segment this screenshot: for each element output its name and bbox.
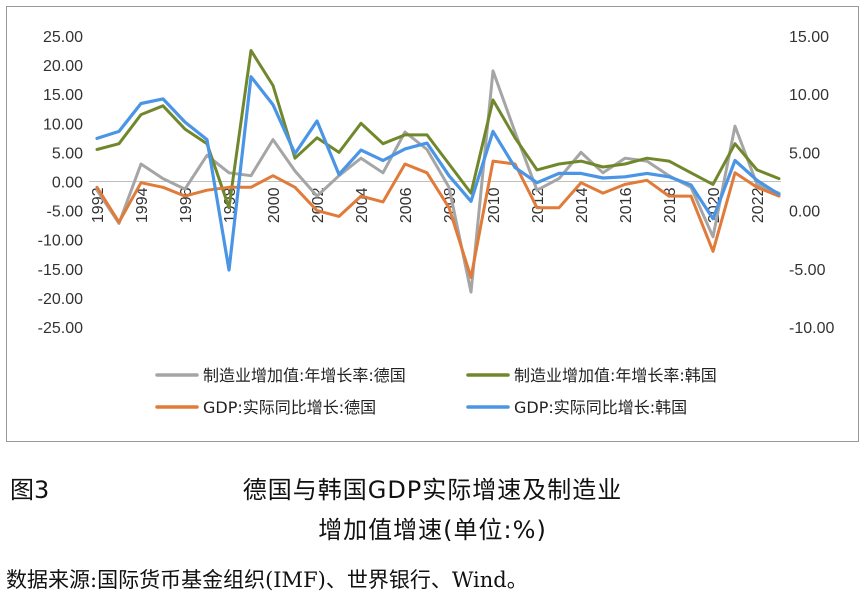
figure-title-line2: 增加值增速(单位:%) [318,516,547,544]
y-right-tick-label: 0.00 [789,204,820,221]
x-tick-label: 1994 [134,187,151,223]
chart-frame: 25.00 20.00 15.00 10.00 5.00 0.00 -5.00 -10.00 -… [6,6,859,442]
y-right-tick-label: 15.00 [789,29,829,46]
y-left-tick-label: -10.00 [38,233,83,250]
series-line-3 [95,159,781,279]
legend-label-4: GDP:实际同比增长:韩国 [514,398,687,417]
y-right-tick-label: -5.00 [789,262,826,279]
x-tick-label: 2000 [266,187,283,223]
source-note: 数据来源:国际货币基金组织(IMF)、世界银行、Wind。 [6,568,528,592]
y-left-tick-label: -15.00 [38,262,83,279]
series-line-4 [95,75,781,272]
legend-label-1: 制造业增加值:年增长率:德国 [203,366,406,385]
axes-group: 25.00 20.00 15.00 10.00 5.00 0.00 -5.00 -10.00 -… [38,29,835,337]
y-right-tick-label: -10.00 [789,320,834,337]
y-left-tick-label: 0.00 [52,175,83,192]
legend-label-2: 制造业增加值:年增长率:韩国 [514,366,717,385]
figure-label: 图3 [10,476,50,504]
line-chart: 25.00 20.00 15.00 10.00 5.00 0.00 -5.00 -10.00 -… [38,29,835,417]
x-tick-label: 2022 [750,187,767,223]
figure-title-line1: 德国与韩国GDP实际增速及制造业 [242,476,623,504]
x-tick-label: 2004 [354,187,371,223]
series-lines-group [95,49,781,294]
y-left-tick-label: 10.00 [43,116,83,133]
y-right-tick-label: 10.00 [789,87,829,104]
x-tick-label: 2012 [530,187,547,223]
x-tick-label: 2002 [310,187,327,223]
y-left-tick-label: -5.00 [47,204,84,221]
y-left-tick-label: 5.00 [52,145,83,162]
y-left-tick-label: -20.00 [38,291,83,308]
legend-label-3: GDP:实际同比增长:德国 [203,398,376,417]
x-tick-label: 2014 [574,187,591,223]
y-left-tick-label: 15.00 [43,87,83,104]
x-tick-label: 2016 [618,187,635,223]
x-tick-label: 2010 [486,187,503,223]
y-left-tick-label: 20.00 [43,58,83,75]
x-tick-label: 2006 [398,187,415,223]
y-left-tick-label: 25.00 [43,29,83,46]
legend: 制造业增加值:年增长率:德国 制造业增加值:年增长率:韩国 GDP:实际同比增长:德… [155,366,717,417]
y-left-tick-label: -25.00 [38,320,83,337]
series-line-2 [95,49,781,210]
y-right-tick-label: 5.00 [789,145,820,162]
